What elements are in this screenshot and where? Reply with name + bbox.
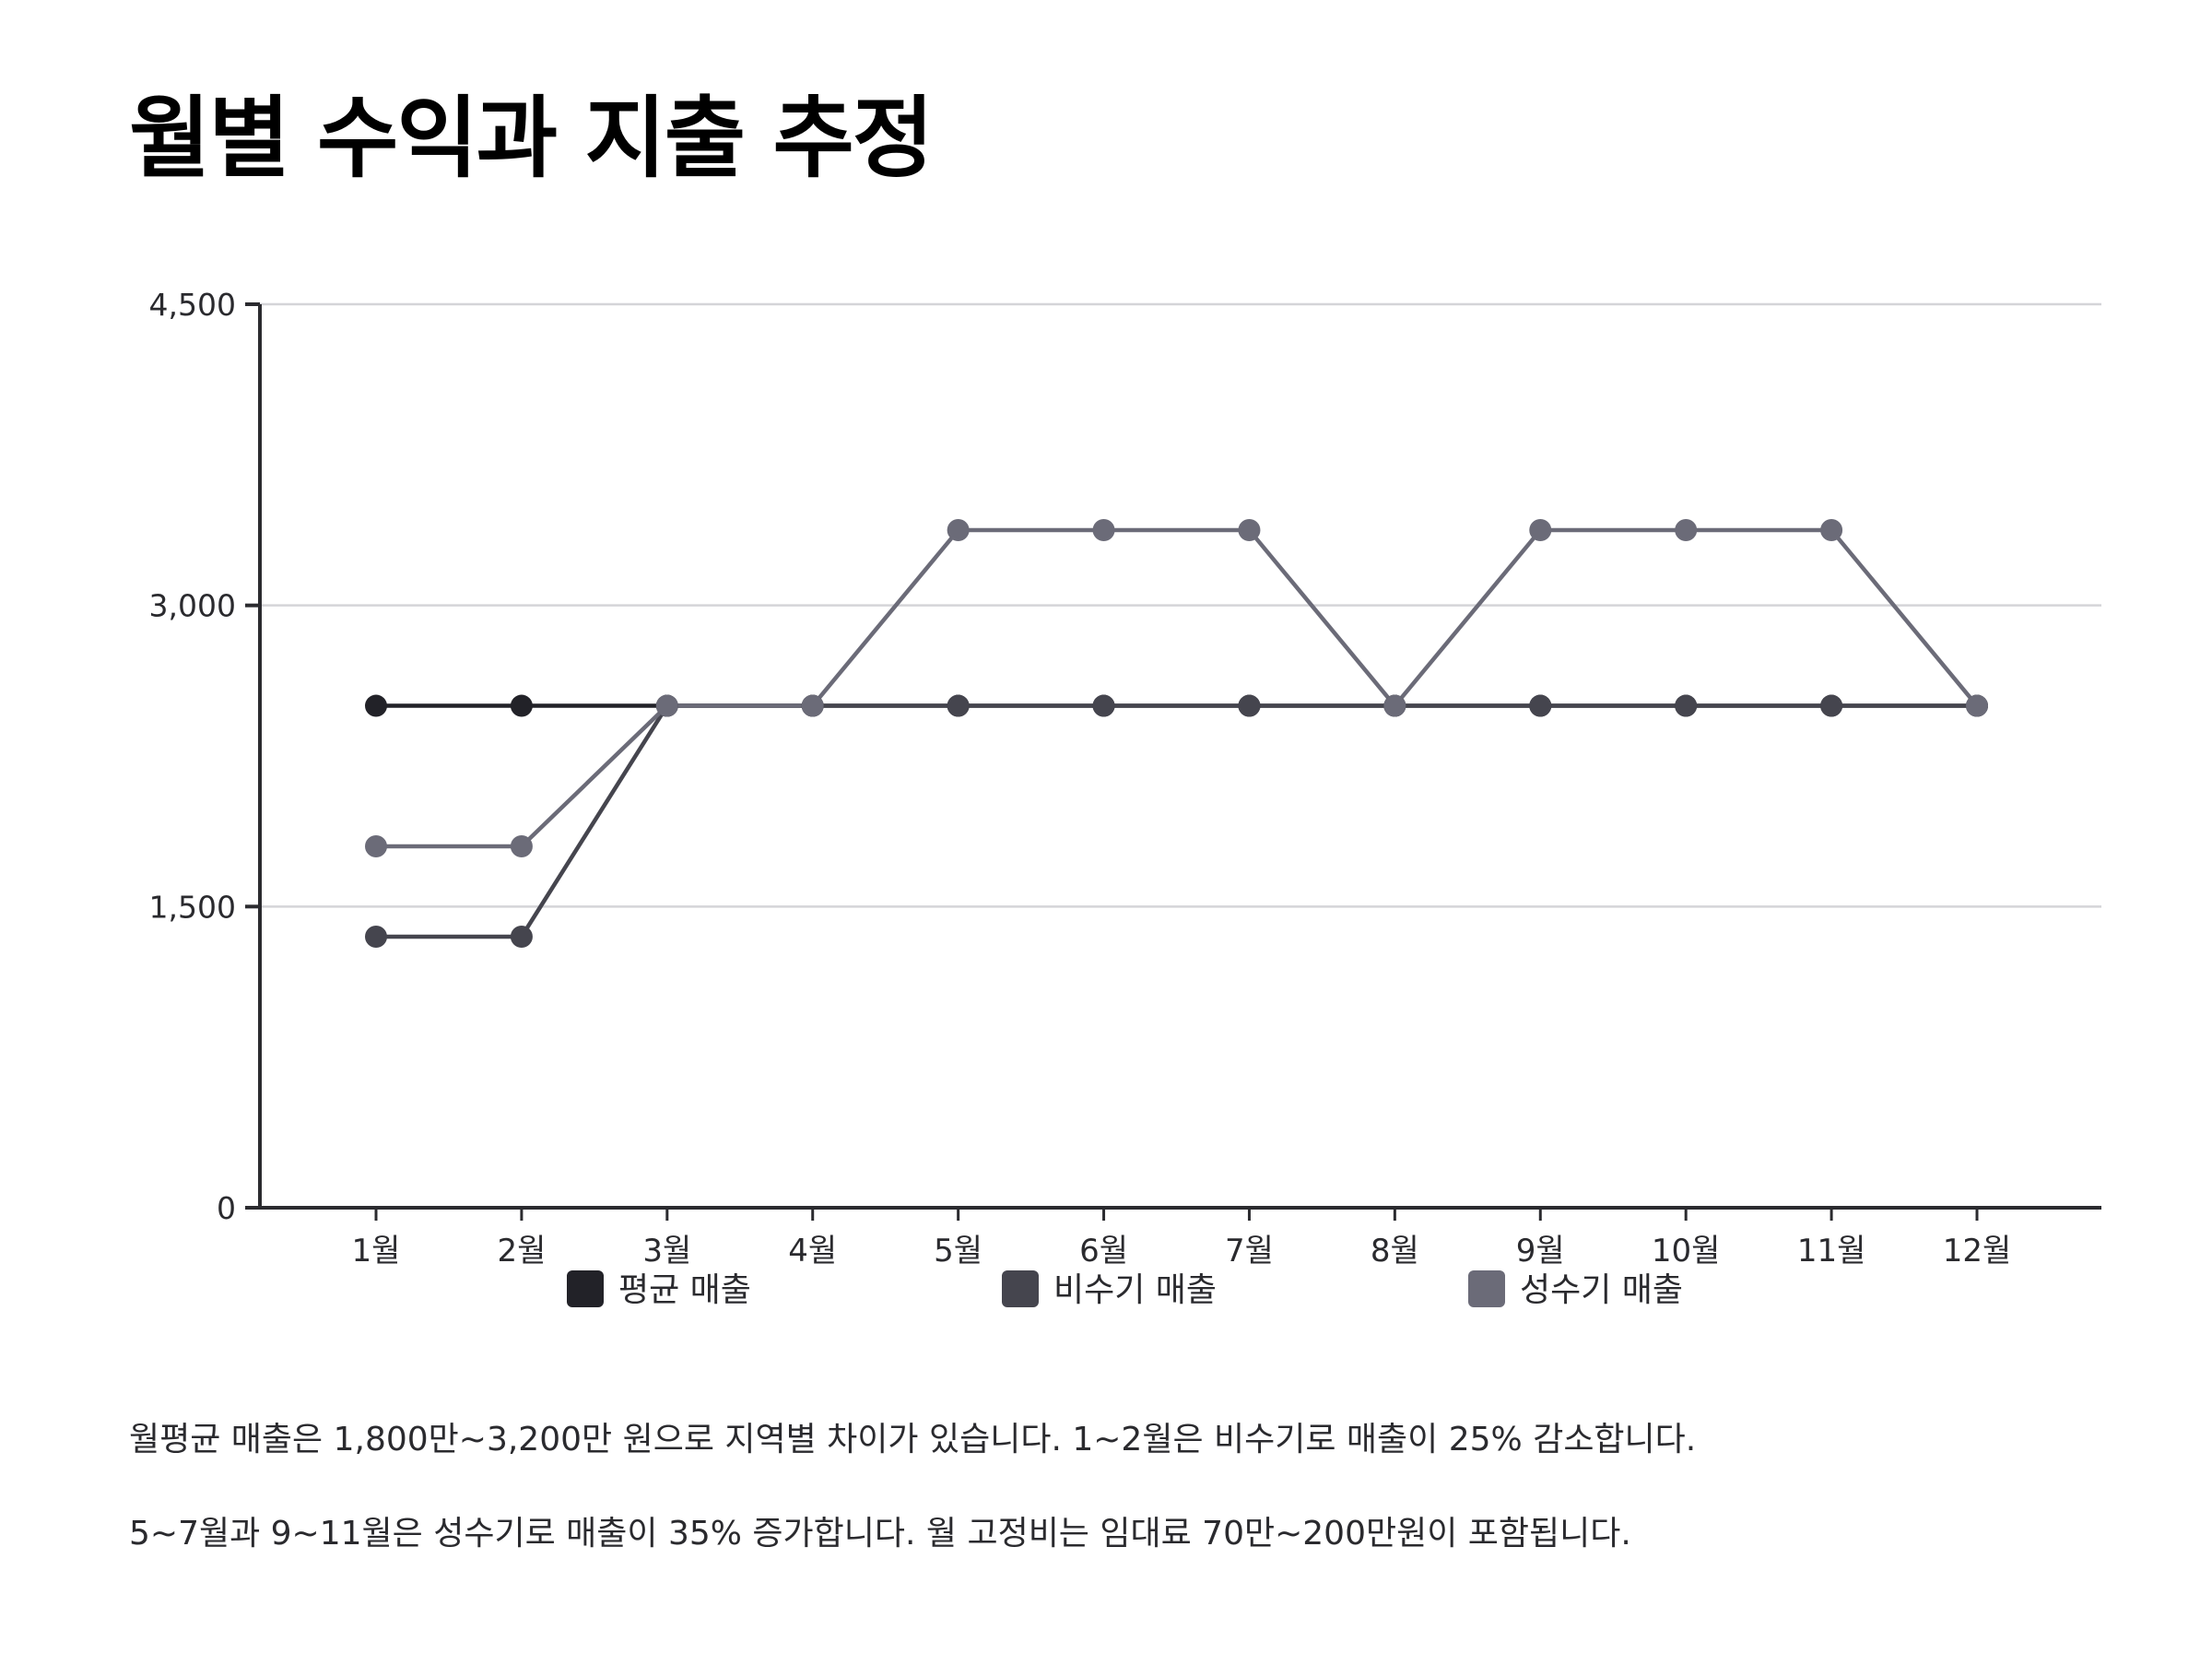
note-monthly-average: 월평균 매출은 1,800만~3,200만 원으로 지역별 차이가 있습니다. … [129,1421,1697,1458]
legend-label-0: 평균 매출 [618,1271,751,1309]
x-tick-label-0: 1월 [352,1233,401,1269]
x-tick-label-5: 6월 [1079,1233,1128,1269]
legend-swatch-1 [1002,1270,1039,1307]
x-tick-label-6: 7월 [1225,1233,1274,1269]
data-point-2-3 [801,694,824,717]
data-point-1-9 [1675,694,1698,717]
note-peak-season: 5~7월과 9~11월은 성수기로 매출이 35% 증가합니다. 월 고정비는 … [129,1515,1631,1553]
legend-item-1: 비수기 매출 [1002,1270,1217,1309]
legend: 평균 매출 비수기 매출 성수기 매출 [567,1270,1683,1309]
data-point-2-6 [1238,519,1261,541]
chart-title: 월별 수익과 지출 추정 [129,87,934,190]
data-point-2-8 [1529,519,1552,541]
data-point-1-6 [1238,694,1261,717]
data-point-1-5 [1092,694,1115,717]
y-tick-label-0: 0 [217,1190,236,1226]
data-point-2-10 [1820,519,1843,541]
data-point-2-7 [1383,694,1406,717]
x-tick-label-1: 2월 [497,1233,546,1269]
x-tick-label-3: 4월 [788,1233,837,1269]
data-point-2-5 [1092,519,1115,541]
x-tick-label-10: 11월 [1797,1233,1866,1269]
data-point-2-1 [510,835,533,857]
axes [245,302,2101,1221]
y-tick-label-3: 4,500 [149,287,236,323]
data-point-0-0 [365,694,387,717]
data-point-2-0 [365,835,387,857]
gridlines [260,302,2101,908]
x-tick-label-9: 10월 [1652,1233,1721,1269]
x-tick-label-2: 3월 [642,1233,691,1269]
series-line-2 [376,527,1979,849]
y-tick-label-2: 3,000 [149,588,236,624]
data-point-2-11 [1966,694,1988,717]
series-line-1 [376,703,1977,939]
data-point-0-1 [510,694,533,717]
data-point-2-2 [655,694,678,717]
x-tick-label-4: 5월 [934,1233,982,1269]
line-chart: 0 1,500 3,000 4,500 1월 2월 3월 4월 5월 6월 7월 8월 9월 10월 11월… [149,287,2101,1309]
legend-label-1: 비수기 매출 [1053,1271,1217,1309]
data-point-1-4 [947,694,970,717]
x-tick-label-7: 8월 [1371,1233,1419,1269]
data-point-1-8 [1529,694,1552,717]
tick-labels: 0 1,500 3,000 4,500 1월 2월 3월 4월 5월 6월 7월 8월 9월 10월 11월… [149,287,2012,1269]
data-point-2-4 [947,519,970,541]
series-layer [365,519,1988,948]
legend-label-2: 성수기 매출 [1520,1271,1683,1309]
data-point-1-10 [1820,694,1843,717]
legend-item-0: 평균 매출 [567,1270,751,1309]
x-tick-label-8: 9월 [1516,1233,1565,1269]
x-tick-label-11: 12월 [1943,1233,2012,1269]
data-point-1-0 [365,926,387,948]
legend-swatch-2 [1468,1270,1505,1307]
data-point-1-1 [510,926,533,948]
data-point-2-9 [1675,519,1698,541]
legend-swatch-0 [567,1270,604,1307]
y-tick-label-1: 1,500 [149,889,236,925]
legend-item-2: 성수기 매출 [1468,1270,1683,1309]
